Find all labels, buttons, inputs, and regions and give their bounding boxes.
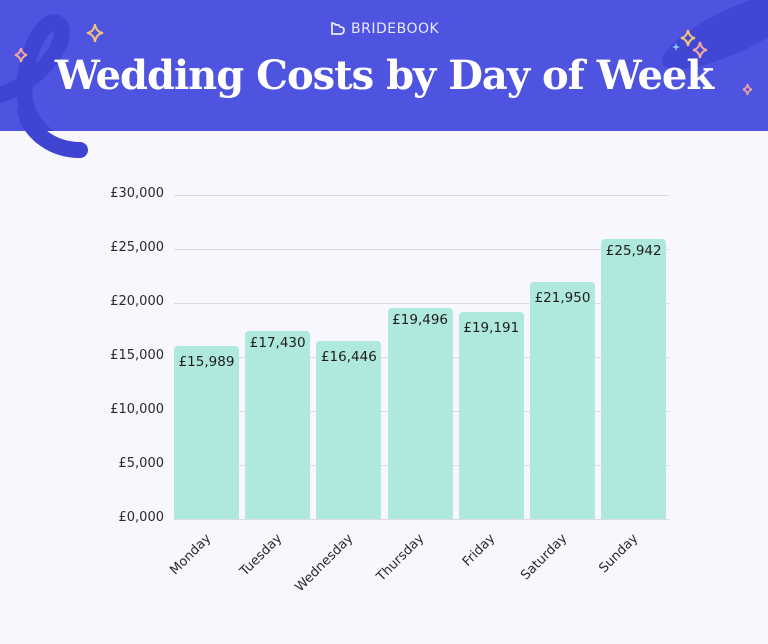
bar-value-label: £25,942 xyxy=(605,242,662,259)
sparkle-icon xyxy=(672,43,680,51)
gridline xyxy=(174,303,669,304)
bar-tuesday: £17,430 xyxy=(245,330,311,519)
bar-value-label: £17,430 xyxy=(249,334,306,351)
bar-saturday: £21,950 xyxy=(530,281,595,519)
x-axis-tick-label: Monday xyxy=(166,531,214,579)
brand-logo: BRIDEBOOK xyxy=(329,21,439,37)
x-axis-tick-label: Friday xyxy=(460,531,499,570)
bar-thursday: £19,496 xyxy=(387,308,453,519)
x-axis-tick-label: Sunday xyxy=(595,531,641,577)
y-axis-tick-label: £15,000 xyxy=(110,348,164,363)
bar-value-label: £19,191 xyxy=(463,319,520,336)
bar-value-label: £21,950 xyxy=(534,289,591,306)
y-axis-tick-label: £5,000 xyxy=(118,456,165,471)
page-title: Wedding Costs by Day of Week xyxy=(54,52,714,99)
heart-outline-icon xyxy=(331,22,345,35)
y-axis-tick-label: £0,000 xyxy=(118,510,165,525)
bar-sunday: £25,942 xyxy=(601,238,667,519)
bar-value-label: £16,446 xyxy=(320,349,377,366)
sparkle-icon xyxy=(692,41,708,59)
y-axis-tick-label: £10,000 xyxy=(110,402,164,417)
bar-value-label: £19,496 xyxy=(392,312,448,329)
sparkle-icon xyxy=(742,83,753,96)
brand-name: BRIDEBOOK xyxy=(351,21,440,37)
sparkle-icon xyxy=(86,23,104,43)
y-axis-tick-label: £30,000 xyxy=(110,186,164,201)
x-axis-tick-label: Tuesday xyxy=(236,531,285,580)
bar-value-label: £15,989 xyxy=(178,354,235,371)
y-axis-tick-label: £20,000 xyxy=(110,294,164,309)
gridline xyxy=(174,519,669,520)
x-axis-tick-label: Thursday xyxy=(374,531,428,585)
bar-monday: £15,989 xyxy=(174,346,239,519)
gridline xyxy=(174,195,669,196)
y-axis-tick-label: £25,000 xyxy=(110,240,164,255)
x-axis-tick-label: Saturday xyxy=(517,531,570,584)
sparkle-icon xyxy=(680,29,696,47)
x-axis-tick-label: Wednesday xyxy=(292,531,357,596)
gridline xyxy=(174,249,669,250)
bar-friday: £19,191 xyxy=(458,311,524,519)
header-banner: BRIDEBOOK Wedding Costs by Day of Week xyxy=(0,0,768,131)
sparkle-icon xyxy=(14,47,28,63)
decorative-swirl xyxy=(0,0,768,131)
bar-wednesday: £16,446 xyxy=(316,341,382,519)
